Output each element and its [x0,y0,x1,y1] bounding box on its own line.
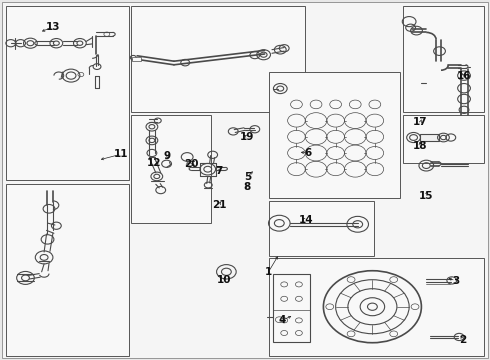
Text: 1: 1 [265,267,272,277]
Text: 20: 20 [184,159,198,169]
Text: 18: 18 [413,141,428,151]
Text: 3: 3 [452,276,459,286]
Bar [131,6,305,112]
Text: 16: 16 [457,71,472,81]
Text: 4: 4 [278,315,286,325]
Text: 2: 2 [460,335,466,345]
Bar [403,6,484,112]
Bar [269,258,484,356]
Text: 13: 13 [46,22,60,32]
Text: 8: 8 [244,182,251,192]
Text: 6: 6 [304,148,311,158]
Bar [269,72,400,198]
Bar [269,201,374,256]
Text: 21: 21 [212,200,226,210]
Bar [403,115,484,163]
Bar [420,134,439,141]
Bar [273,274,310,342]
Bar [6,6,129,180]
Text: 12: 12 [147,158,162,168]
Text: 17: 17 [413,117,428,127]
Text: 10: 10 [217,275,232,285]
Text: 5: 5 [244,172,251,182]
Bar [6,184,129,356]
Text: 9: 9 [163,150,170,161]
Text: 14: 14 [298,215,313,225]
Bar [132,57,141,61]
Text: 7: 7 [215,166,223,176]
Bar [131,115,211,223]
Text: 15: 15 [419,191,434,201]
Text: 11: 11 [114,149,129,159]
Text: 19: 19 [240,132,255,142]
